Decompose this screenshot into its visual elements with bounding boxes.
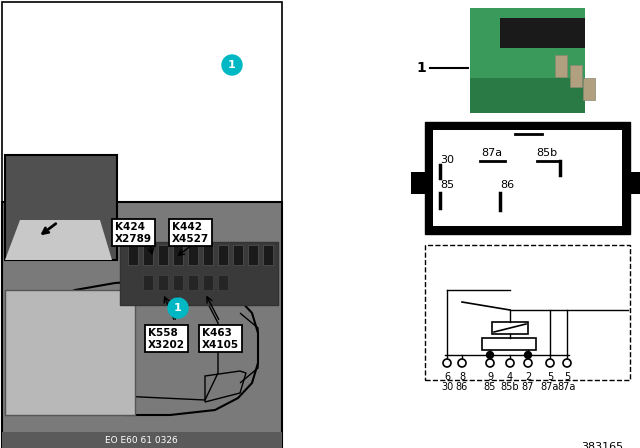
Bar (120, 242, 278, 305)
Bar (5, 155, 117, 260)
Polygon shape (5, 220, 112, 260)
Text: 383165: 383165 (581, 442, 623, 448)
Text: 85b: 85b (536, 148, 557, 158)
Text: K463
X4105: K463 X4105 (202, 328, 239, 349)
Text: 85: 85 (484, 382, 496, 392)
Bar (555, 55, 567, 77)
Text: 87a: 87a (481, 148, 502, 158)
Text: 87: 87 (522, 382, 534, 392)
Bar (248, 245, 258, 265)
Circle shape (524, 359, 532, 367)
Text: 9: 9 (487, 372, 493, 382)
Bar (630, 172, 640, 194)
Circle shape (486, 359, 494, 367)
Circle shape (525, 352, 531, 358)
Bar (2, 202, 282, 448)
Circle shape (443, 359, 451, 367)
Text: 86: 86 (456, 382, 468, 392)
Bar (173, 275, 183, 290)
Text: 86: 86 (500, 180, 514, 190)
Circle shape (546, 359, 554, 367)
Bar (218, 275, 228, 290)
Text: 30: 30 (440, 155, 454, 165)
Text: EO E60 61 0326: EO E60 61 0326 (104, 435, 177, 444)
Bar (2, 2, 282, 202)
Bar (433, 130, 622, 226)
Bar (173, 245, 183, 265)
Text: K424
X2789: K424 X2789 (115, 222, 152, 244)
Bar (425, 245, 630, 380)
Bar (411, 172, 425, 194)
Text: 5: 5 (547, 372, 553, 382)
Circle shape (222, 55, 242, 75)
Circle shape (506, 359, 514, 367)
Bar (128, 245, 138, 265)
Text: 1: 1 (228, 60, 236, 70)
Text: 85: 85 (440, 180, 454, 190)
Bar (188, 275, 198, 290)
Text: 1: 1 (416, 61, 426, 75)
Text: K558
X3202: K558 X3202 (148, 328, 185, 349)
Bar (570, 65, 582, 87)
Circle shape (168, 298, 188, 318)
Text: K442
X4527: K442 X4527 (172, 222, 209, 244)
Bar (500, 18, 585, 48)
Text: 5: 5 (564, 372, 570, 382)
Bar (143, 275, 153, 290)
Text: 6: 6 (444, 372, 450, 382)
Bar (425, 122, 630, 234)
Bar (158, 245, 168, 265)
Bar (2, 432, 282, 448)
Bar (203, 275, 213, 290)
Bar (188, 245, 198, 265)
Bar (583, 78, 595, 100)
Bar (143, 245, 153, 265)
Bar (470, 78, 585, 113)
Bar (158, 275, 168, 290)
Text: 8: 8 (459, 372, 465, 382)
Text: 87a: 87a (541, 382, 559, 392)
Text: 30: 30 (441, 382, 453, 392)
Bar (470, 8, 585, 113)
Bar (233, 245, 243, 265)
Text: 87: 87 (521, 122, 535, 132)
Text: 2: 2 (525, 372, 531, 382)
Circle shape (458, 359, 466, 367)
Bar (482, 338, 536, 350)
Bar (263, 245, 273, 265)
Circle shape (486, 352, 493, 358)
Circle shape (563, 359, 571, 367)
Text: 87a: 87a (558, 382, 576, 392)
Text: 1: 1 (174, 303, 182, 313)
Text: 85b: 85b (500, 382, 519, 392)
Bar (218, 245, 228, 265)
Text: 4: 4 (507, 372, 513, 382)
Bar (492, 322, 528, 334)
Bar (203, 245, 213, 265)
Bar (5, 290, 135, 415)
